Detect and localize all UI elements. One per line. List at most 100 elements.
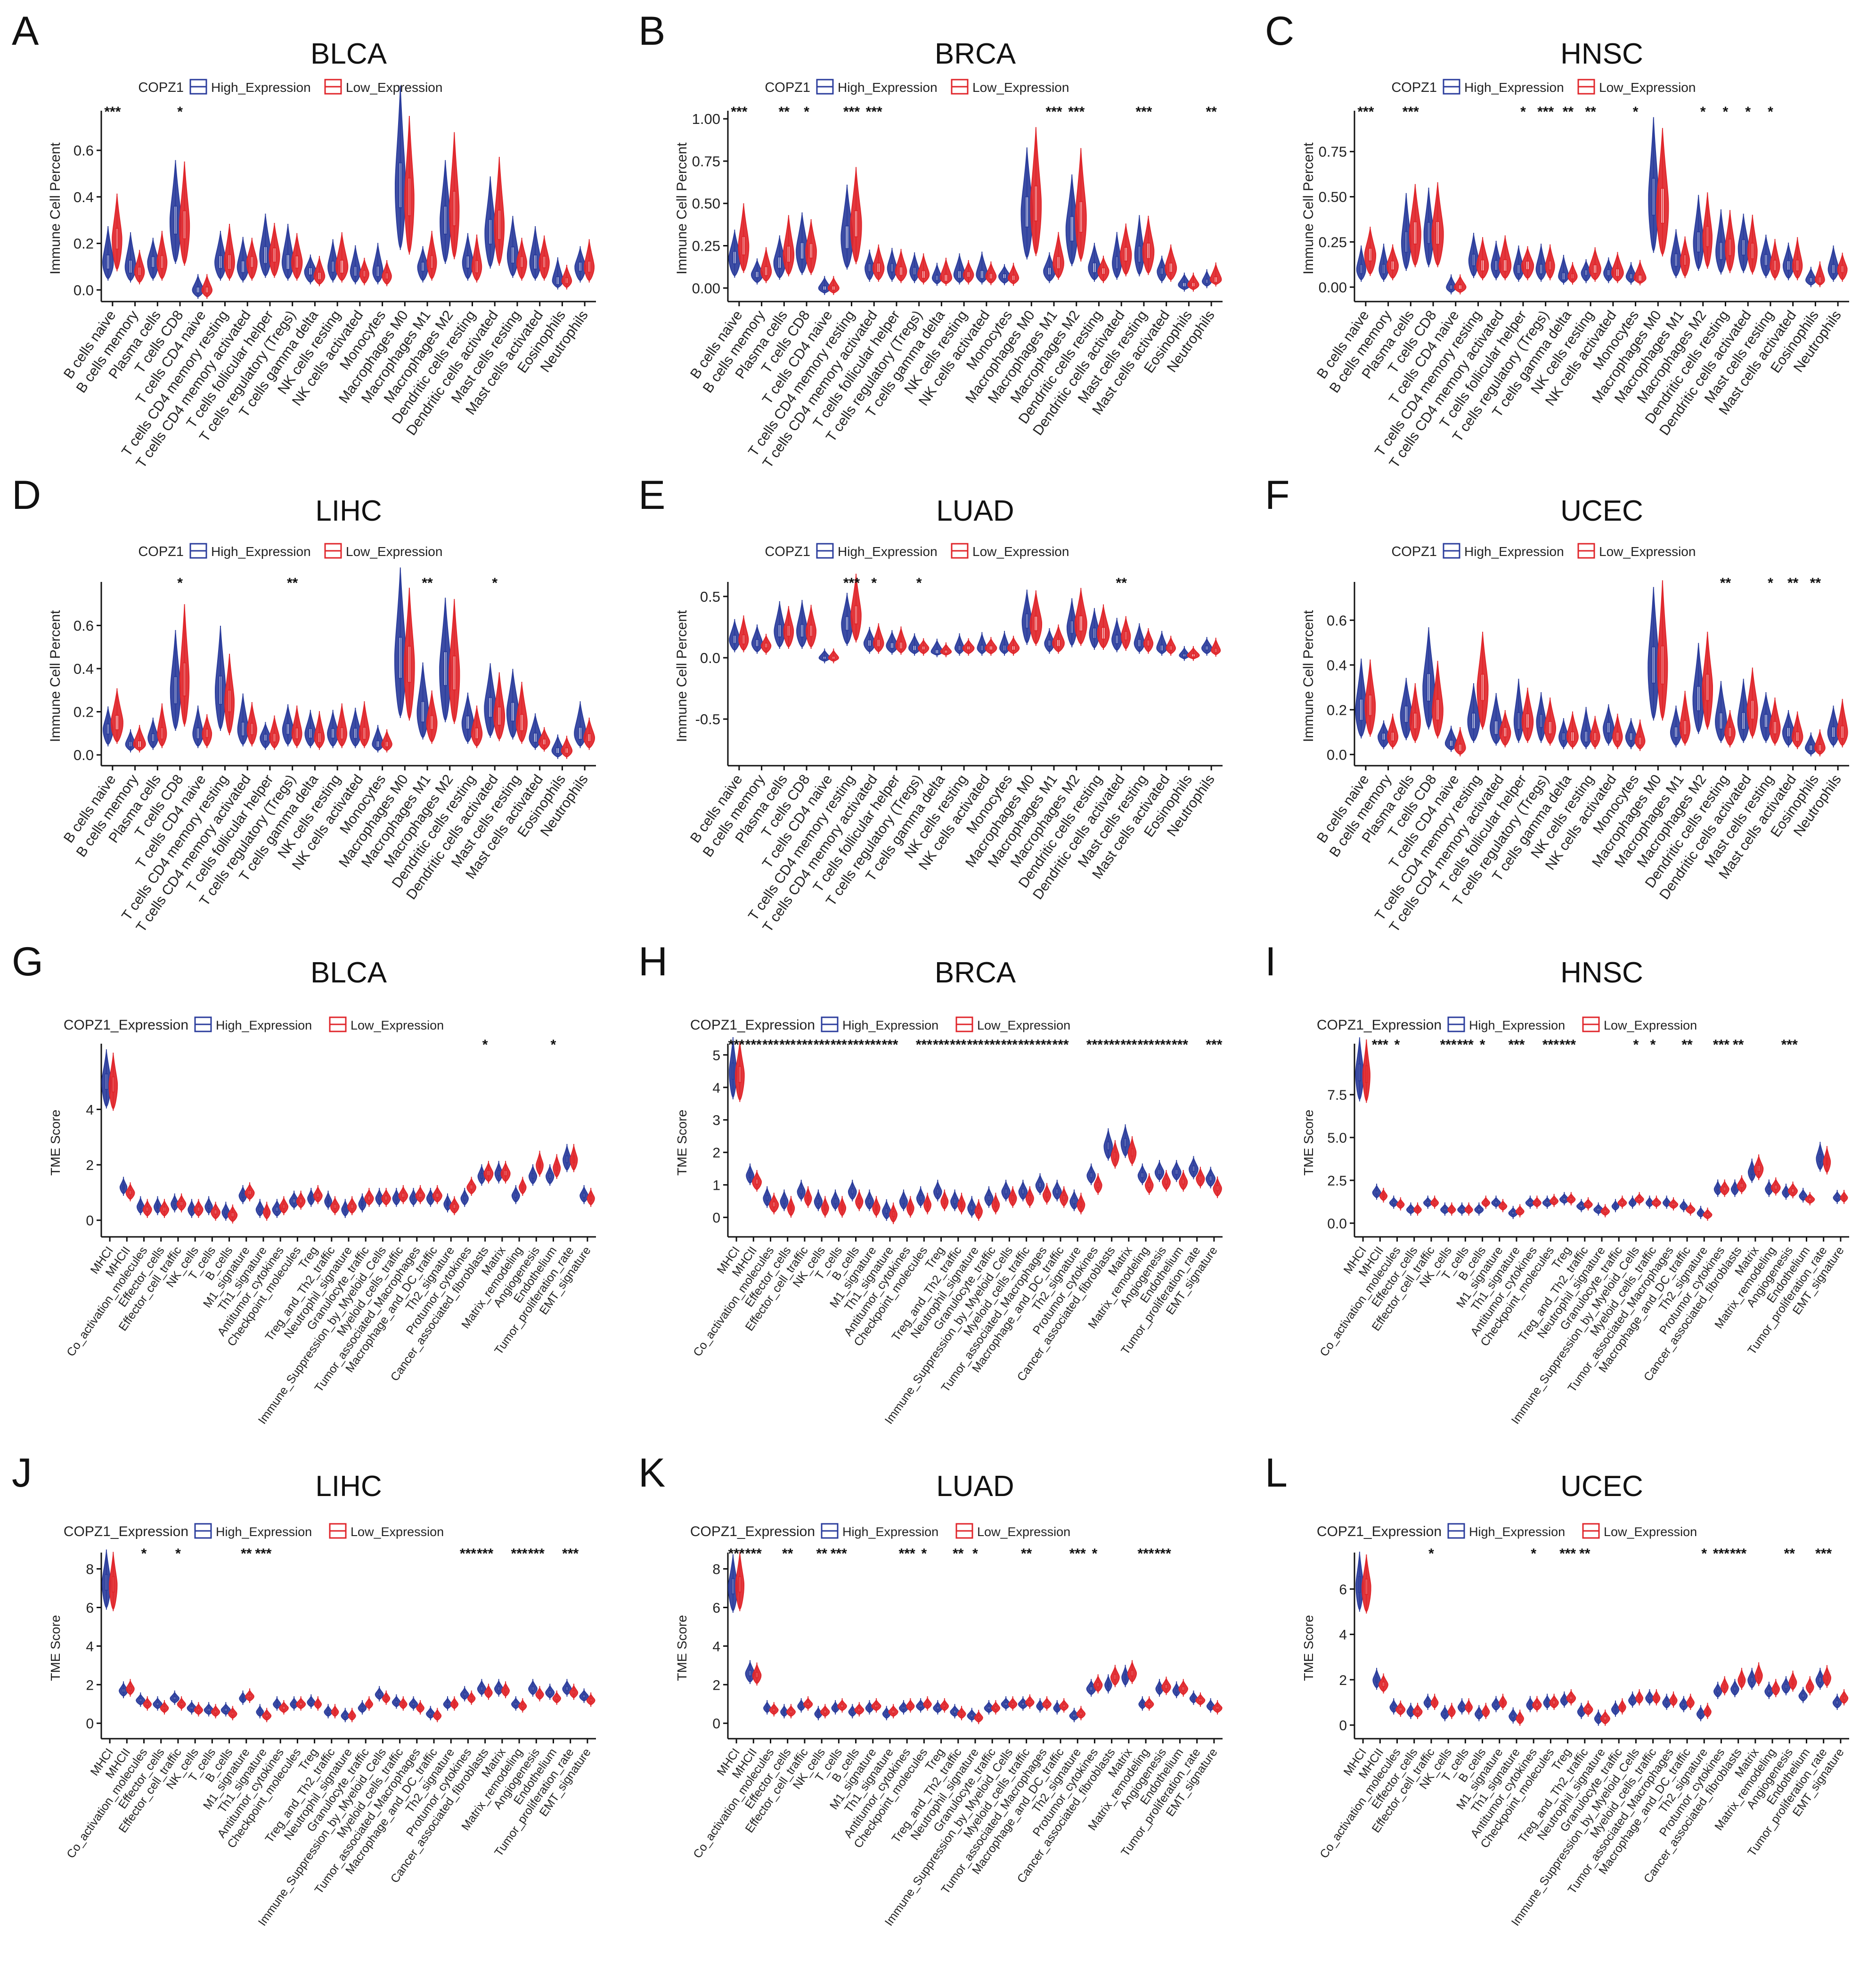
y-tick-label: 6: [712, 1600, 720, 1616]
significance-label: ***: [1046, 104, 1062, 120]
legend-high-label: High_Expression: [1469, 1018, 1565, 1032]
significance-label: *: [177, 104, 183, 120]
y-tick-label: 0: [712, 1210, 720, 1226]
significance-label: *: [1428, 1546, 1434, 1562]
significance-label: **: [287, 575, 298, 591]
chart-title: LIHC: [315, 495, 382, 527]
panel-i: I HNSC COPZ1_Expression High_Expression Low_…: [1265, 939, 1849, 1427]
panel-j: J LIHC COPZ1_Expression High_Expression Low_…: [12, 1450, 596, 1929]
legend: COPZ1_Expression High_Expression Low_Expre…: [64, 1523, 444, 1539]
significance-label: *: [1633, 1037, 1639, 1053]
y-tick-label: 3: [712, 1113, 720, 1129]
significance-label: *: [1723, 104, 1729, 120]
significance-label: *: [177, 575, 183, 591]
significance-label: *: [175, 1546, 181, 1562]
y-tick-label: 2: [712, 1145, 720, 1161]
significance-label: **: [422, 575, 433, 591]
legend-title: COPZ1: [138, 80, 184, 95]
significance-label: ***: [1559, 1037, 1576, 1053]
y-tick-label: 0.25: [692, 238, 720, 254]
y-tick-label: 4: [712, 1639, 720, 1654]
y-tick-label: 2: [1339, 1673, 1347, 1688]
legend-low-label: Low_Expression: [1599, 80, 1696, 95]
panel-a: A BLCA COPZ1 High_Expression Low_Expression I…: [12, 8, 596, 471]
legend-title: COPZ1_Expression: [690, 1017, 815, 1033]
panel-letter: K: [638, 1450, 665, 1496]
significance-label: *: [1395, 1037, 1400, 1053]
chart-title: UCEC: [1560, 495, 1643, 527]
y-tick-label: -0.5: [695, 711, 720, 728]
significance-label: *: [1633, 104, 1639, 120]
panel-k: K LUAD COPZ1_Expression High_Expression Low_…: [638, 1450, 1223, 1929]
y-tick-label: 0: [86, 1716, 94, 1732]
significance-label: ***: [731, 104, 747, 120]
significance-label: **: [1579, 1546, 1591, 1562]
significance-label: **: [1206, 104, 1217, 120]
significance-label: **: [1021, 1546, 1032, 1562]
legend-low-label: Low_Expression: [1604, 1525, 1697, 1539]
legend-high-label: High_Expression: [1464, 80, 1564, 95]
y-axis-label: Immune Cell Percent: [674, 142, 690, 275]
y-tick-label: 0: [712, 1716, 720, 1732]
significance-label: ***: [881, 1037, 898, 1053]
y-axis-label: Immune Cell Percent: [674, 610, 690, 742]
y-tick-label: 6: [86, 1600, 94, 1616]
y-tick-label: 6: [1339, 1582, 1347, 1597]
chart-title: LUAD: [936, 1470, 1014, 1503]
y-tick-label: 0.0: [700, 650, 720, 666]
legend-low-label: Low_Expression: [351, 1018, 444, 1032]
y-tick-label: 0.75: [1319, 144, 1347, 160]
legend-low-label: Low_Expression: [1604, 1018, 1697, 1032]
significance-label: ***: [1052, 1037, 1069, 1053]
significance-label: ***: [1138, 1546, 1154, 1562]
significance-label: ***: [745, 1546, 762, 1562]
significance-label: ***: [967, 1037, 983, 1053]
significance-label: **: [241, 1546, 252, 1562]
y-tick-label: 0.2: [73, 236, 94, 252]
significance-label: ***: [1001, 1037, 1018, 1053]
legend-title: COPZ1_Expression: [690, 1524, 815, 1539]
significance-label: ***: [1357, 104, 1374, 120]
significance-label: ***: [843, 575, 860, 591]
significance-label: ***: [1155, 1037, 1171, 1053]
y-tick-label: 0.25: [1319, 234, 1347, 250]
legend: COPZ1_Expression High_Expression Low_Expre…: [1317, 1016, 1697, 1033]
y-tick-label: 0.0: [1327, 1216, 1347, 1232]
y-tick-label: 1: [712, 1178, 720, 1194]
legend: COPZ1_Expression High_Expression Low_Expre…: [690, 1523, 1070, 1539]
y-tick-label: 0.2: [1327, 702, 1347, 718]
y-tick-label: 0.50: [692, 196, 720, 212]
legend-title: COPZ1_Expression: [64, 1524, 188, 1539]
panel-letter: J: [12, 1450, 32, 1496]
y-tick-label: 1.00: [692, 111, 720, 127]
significance-label: *: [492, 575, 498, 591]
significance-label: ***: [562, 1546, 579, 1562]
significance-label: ***: [1713, 1546, 1729, 1562]
y-tick-label: 2: [86, 1158, 94, 1173]
chart-title: BRCA: [935, 38, 1016, 70]
significance-label: *: [972, 1546, 978, 1562]
significance-label: ***: [950, 1037, 966, 1053]
y-tick-label: 2.5: [1327, 1173, 1347, 1189]
y-tick-label: 0.0: [73, 282, 94, 298]
significance-label: ***: [814, 1037, 830, 1053]
y-tick-label: 7.5: [1327, 1088, 1347, 1103]
panel-h: H BRCA COPZ1_Expression High_Expression Low_…: [638, 939, 1223, 1427]
legend-low-label: Low_Expression: [351, 1525, 444, 1539]
legend: COPZ1_Expression High_Expression Low_Expre…: [1317, 1523, 1697, 1539]
significance-label: ***: [843, 104, 860, 120]
significance-label: ***: [1138, 1037, 1154, 1053]
legend-high-label: High_Expression: [211, 544, 311, 559]
significance-label: ***: [1781, 1037, 1798, 1053]
significance-label: **: [782, 1546, 793, 1562]
significance-label: ***: [1018, 1037, 1035, 1053]
legend-high-label: High_Expression: [838, 80, 938, 95]
y-axis-label: Immune Cell Percent: [1301, 142, 1316, 275]
significance-label: ***: [1559, 1546, 1576, 1562]
legend-low-label: Low_Expression: [1599, 544, 1696, 559]
legend-low-label: Low_Expression: [977, 1018, 1070, 1032]
significance-label: ***: [477, 1546, 493, 1562]
y-tick-label: 4: [86, 1639, 94, 1654]
significance-label: ***: [831, 1037, 847, 1053]
panel-letter: B: [638, 8, 665, 54]
